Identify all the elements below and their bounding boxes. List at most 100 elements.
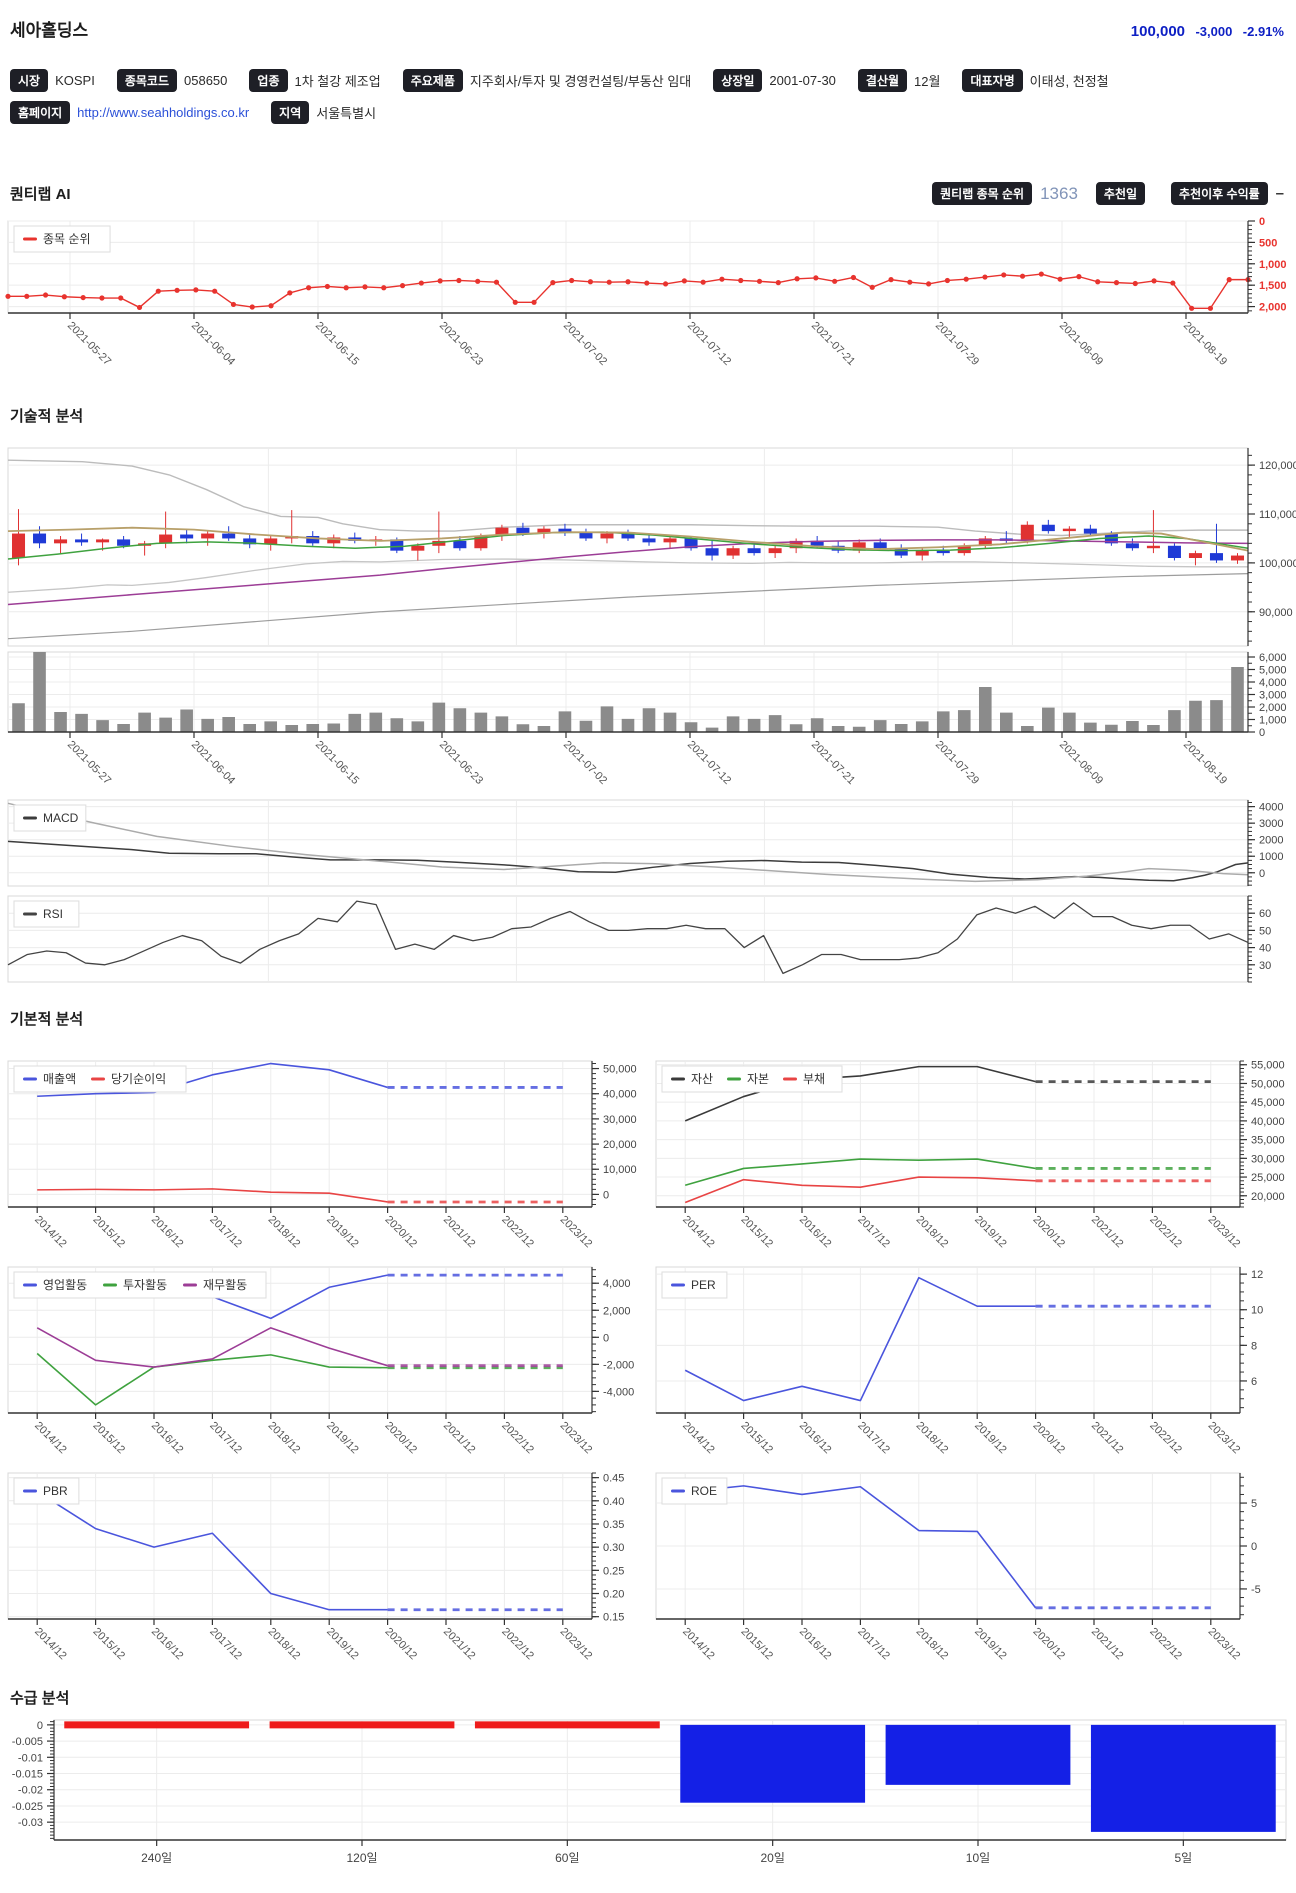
svg-text:2021-07-02: 2021-07-02 [561,320,609,368]
svg-text:2017/12: 2017/12 [207,1420,244,1457]
svg-text:110,000: 110,000 [1259,509,1296,521]
svg-text:MACD: MACD [43,811,79,825]
svg-text:5: 5 [1251,1498,1257,1510]
svg-text:2019/12: 2019/12 [972,1626,1009,1663]
svg-text:2022/12: 2022/12 [1147,1214,1184,1251]
svg-text:2021-07-02: 2021-07-02 [561,739,609,787]
svg-text:2020/12: 2020/12 [382,1420,419,1457]
svg-text:2022/12: 2022/12 [1147,1626,1184,1663]
recommend-date-badge[interactable]: 추천일 [1095,182,1146,205]
svg-text:2021/12: 2021/12 [1089,1420,1126,1457]
info-badge-지역: 지역 서울특별시 [271,101,376,124]
svg-text:2021-07-21: 2021-07-21 [809,739,857,787]
svg-text:-5: -5 [1251,1584,1261,1596]
svg-text:2020/12: 2020/12 [382,1626,419,1663]
fundamental-section-title: 기본적 분석 [10,1011,84,1028]
svg-text:6,000: 6,000 [1259,652,1287,664]
svg-text:2023/12: 2023/12 [1206,1626,1243,1663]
svg-text:90,000: 90,000 [1259,607,1293,619]
svg-text:2021-06-04: 2021-06-04 [189,739,237,787]
svg-text:PER: PER [691,1278,716,1292]
svg-text:20일: 20일 [760,1851,784,1865]
svg-text:2016/12: 2016/12 [149,1626,186,1663]
svg-text:30,000: 30,000 [603,1114,637,1126]
info-badge-label: 대표자명 [962,69,1023,92]
svg-text:2017/12: 2017/12 [855,1214,892,1251]
svg-text:3000: 3000 [1259,818,1283,830]
svg-text:2023/12: 2023/12 [1206,1420,1243,1457]
svg-text:2020/12: 2020/12 [1030,1214,1067,1251]
homepage-link[interactable]: http://www.seahholdings.co.kr [77,105,250,120]
svg-text:30,000: 30,000 [1251,1153,1285,1165]
svg-text:2021/12: 2021/12 [441,1420,478,1457]
svg-text:0: 0 [1259,727,1265,739]
svg-text:2020/12: 2020/12 [1030,1420,1067,1457]
svg-text:0: 0 [37,1720,43,1732]
svg-text:2019/12: 2019/12 [324,1626,361,1663]
quantylab-summary: 퀀티랩 종목 순위 1363 추천일 추천이후 수익률 – [932,182,1284,205]
svg-text:-0.005: -0.005 [12,1736,43,1748]
quantylab-section-title: 퀀티랩 AI [10,186,71,203]
fundamental-grid: 0 10,000 20,000 30,000 40,000 50,000 2014/12 20… [0,1055,1296,1673]
candlestick-chart: 90,000 100,000 110,000 120,000 [0,442,1296,650]
svg-text:5일: 5일 [1174,1851,1192,1865]
svg-text:-0.025: -0.025 [12,1801,43,1813]
svg-text:2021-07-29: 2021-07-29 [933,739,981,787]
return-badge[interactable]: 추천이후 수익률 [1171,182,1268,205]
balance-svg: 20,000 25,000 30,000 35,000 40,000 45,000 50,0… [655,1060,1285,1251]
svg-text:2018/12: 2018/12 [914,1214,951,1251]
svg-text:2023/12: 2023/12 [558,1420,595,1457]
svg-text:3,000: 3,000 [1259,690,1287,702]
info-badge-row-2: 홈페이지 http://www.seahholdings.co.kr 지역 서울특별시 [10,101,1286,126]
svg-text:2019/12: 2019/12 [324,1420,361,1457]
cashflow-chart: -4,000 -2,000 0 2,000 4,000 2014/12 2015/12 201… [0,1261,648,1467]
return-value: – [1275,185,1284,202]
svg-text:12: 12 [1251,1269,1263,1281]
svg-text:ROE: ROE [691,1484,717,1498]
svg-text:당기순이익: 당기순이익 [111,1072,166,1086]
svg-text:2021-08-19: 2021-08-19 [1181,320,1229,368]
svg-text:50,000: 50,000 [603,1064,637,1076]
svg-text:2014/12: 2014/12 [680,1420,717,1457]
rank-badge: 퀀티랩 종목 순위 [932,182,1033,205]
info-badge-label: 종목코드 [116,69,178,92]
svg-text:영업활동: 영업활동 [43,1278,87,1292]
asset-equity-debt-chart: 20,000 25,000 30,000 35,000 40,000 45,000 50,0… [648,1055,1296,1261]
svg-text:2016/12: 2016/12 [797,1626,834,1663]
svg-text:2021/12: 2021/12 [441,1214,478,1251]
svg-text:2021-08-19: 2021-08-19 [1181,739,1229,787]
per-legend: PER [661,1271,728,1299]
svg-text:0: 0 [603,1189,609,1201]
svg-text:1,500: 1,500 [1259,280,1287,292]
svg-text:60: 60 [1259,908,1271,920]
svg-text:2017/12: 2017/12 [207,1626,244,1663]
svg-text:40: 40 [1259,943,1271,955]
svg-text:2021-08-09: 2021-08-09 [1057,739,1105,787]
svg-text:40,000: 40,000 [1251,1116,1285,1128]
svg-text:2023/12: 2023/12 [1206,1214,1243,1251]
svg-text:2017/12: 2017/12 [207,1214,244,1251]
per-svg: 6 8 10 12 2014/12 2015/12 2016/12 2017/12 2018/1… [655,1266,1263,1457]
info-badge-시장: 시장 KOSPI [10,69,95,92]
cashflow-legend: 영업활동 투자활동 재무활동 [13,1271,267,1299]
info-badge-value: 지주회사/투자 및 경영컨설팅/부동산 임대 [469,74,692,89]
rsi-svg: 30 40 50 60 RSI [7,895,1271,983]
svg-text:2015/12: 2015/12 [738,1626,775,1663]
svg-text:0: 0 [1251,1541,1257,1553]
svg-text:1,000: 1,000 [1259,715,1287,727]
svg-text:2021-05-27: 2021-05-27 [65,320,113,368]
svg-text:4000: 4000 [1259,802,1283,814]
svg-text:50: 50 [1259,925,1271,937]
svg-text:-0.01: -0.01 [18,1752,43,1764]
svg-text:5,000: 5,000 [1259,665,1287,677]
info-badge-value: 2001-07-30 [769,73,836,88]
rsi-chart: 30 40 50 60 RSI [0,892,1296,988]
rank-svg: 0 500 1,000 1,500 2,000 2021-05-27 2021-06-04 2… [5,216,1287,368]
svg-text:2021-06-15: 2021-06-15 [313,739,361,787]
svg-text:부채: 부채 [803,1072,825,1086]
svg-text:2023/12: 2023/12 [558,1214,595,1251]
per-chart: 6 8 10 12 2014/12 2015/12 2016/12 2017/12 2018/1… [648,1261,1296,1467]
svg-text:2019/12: 2019/12 [972,1420,1009,1457]
svg-text:재무활동: 재무활동 [203,1278,247,1292]
